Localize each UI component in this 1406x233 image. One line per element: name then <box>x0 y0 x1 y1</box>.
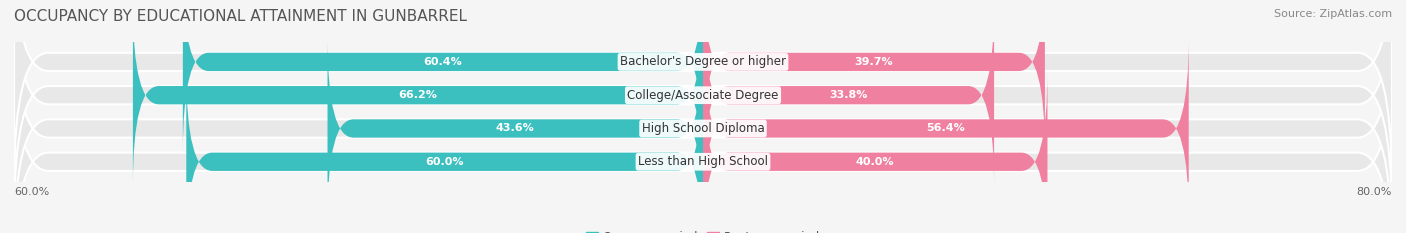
FancyBboxPatch shape <box>328 38 703 219</box>
Text: College/Associate Degree: College/Associate Degree <box>627 89 779 102</box>
Text: Less than High School: Less than High School <box>638 155 768 168</box>
FancyBboxPatch shape <box>703 38 1188 219</box>
FancyBboxPatch shape <box>703 4 994 186</box>
Text: 43.6%: 43.6% <box>496 123 534 134</box>
Text: 80.0%: 80.0% <box>1357 187 1392 197</box>
FancyBboxPatch shape <box>186 71 703 233</box>
Text: 56.4%: 56.4% <box>927 123 966 134</box>
Legend: Owner-occupied, Renter-occupied: Owner-occupied, Renter-occupied <box>581 226 825 233</box>
FancyBboxPatch shape <box>14 38 1392 233</box>
Text: 60.0%: 60.0% <box>426 157 464 167</box>
Text: 60.4%: 60.4% <box>423 57 463 67</box>
FancyBboxPatch shape <box>183 0 703 153</box>
Text: 66.2%: 66.2% <box>398 90 437 100</box>
FancyBboxPatch shape <box>703 71 1047 233</box>
Text: High School Diploma: High School Diploma <box>641 122 765 135</box>
Text: OCCUPANCY BY EDUCATIONAL ATTAINMENT IN GUNBARREL: OCCUPANCY BY EDUCATIONAL ATTAINMENT IN G… <box>14 9 467 24</box>
Text: 33.8%: 33.8% <box>830 90 868 100</box>
FancyBboxPatch shape <box>134 4 703 186</box>
FancyBboxPatch shape <box>14 4 1392 233</box>
Text: 60.0%: 60.0% <box>14 187 49 197</box>
Text: 40.0%: 40.0% <box>856 157 894 167</box>
Text: 39.7%: 39.7% <box>855 57 893 67</box>
FancyBboxPatch shape <box>14 0 1392 186</box>
FancyBboxPatch shape <box>14 0 1392 219</box>
Text: Bachelor's Degree or higher: Bachelor's Degree or higher <box>620 55 786 69</box>
Text: Source: ZipAtlas.com: Source: ZipAtlas.com <box>1274 9 1392 19</box>
FancyBboxPatch shape <box>703 0 1045 153</box>
